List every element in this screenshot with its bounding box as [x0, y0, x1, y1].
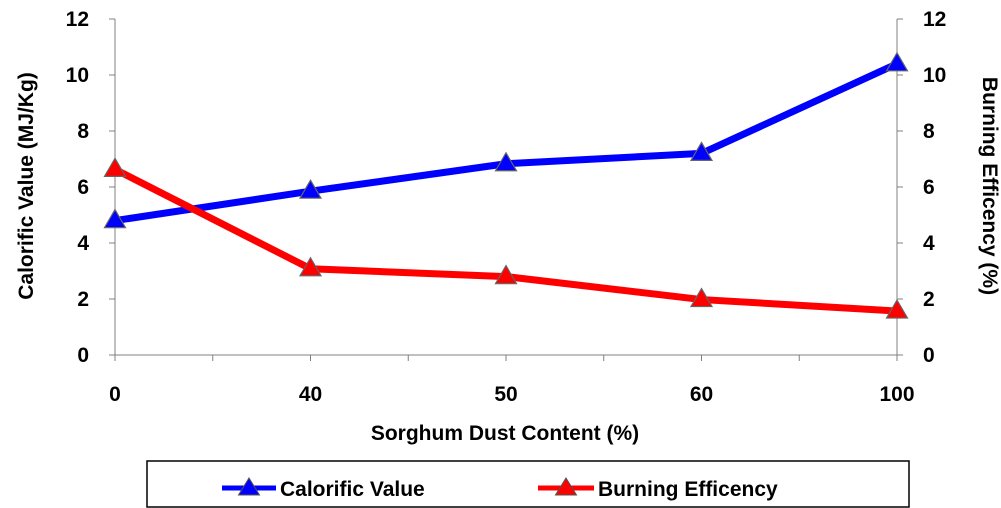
x-axis-title: Sorghum Dust Content (%): [371, 422, 639, 445]
legend-marker-burning-efficency: [554, 477, 578, 496]
x-tick-label: 0: [109, 383, 121, 406]
legend-marker-calorific-value: [237, 477, 261, 496]
series-layer: [103, 51, 909, 319]
series-line-burning-efficency: [111, 165, 901, 315]
series-line-calorific-value: [111, 60, 901, 225]
left-tick-label: 0: [77, 344, 89, 367]
right-tick-label: 10: [923, 64, 946, 87]
x-tick-label: 100: [879, 383, 914, 406]
x-tick-labels: 0 40 50 60 100: [109, 383, 914, 406]
legend-item-calorific-value: Calorific Value: [222, 477, 425, 501]
data-point-calorific-value: [885, 51, 909, 72]
right-tick-label: 8: [923, 120, 935, 143]
right-tick-label: 6: [923, 176, 935, 199]
left-tick-labels: 0 2 4 6 8 10 12: [66, 8, 90, 367]
data-point-calorific-value: [689, 141, 714, 161]
data-point-burning-efficency: [103, 157, 127, 177]
right-tick-label: 12: [923, 8, 946, 31]
data-point-burning-efficency: [885, 298, 909, 319]
data-point-calorific-value: [494, 151, 518, 172]
data-point-burning-efficency: [494, 264, 518, 285]
x-tick-label: 60: [690, 383, 713, 406]
right-tick-label: 4: [923, 232, 935, 255]
left-tick-label: 2: [77, 288, 89, 311]
x-tick-label: 50: [494, 383, 517, 406]
left-tick-label: 8: [77, 120, 89, 143]
legend-box: [146, 460, 910, 508]
legend-label-burning-efficency: Burning Efficency: [598, 478, 778, 501]
left-tick-label: 6: [77, 176, 89, 199]
legend: Calorific Value Burning Efficency: [146, 460, 910, 508]
left-tick-label: 4: [77, 232, 89, 255]
left-tick-label: 10: [66, 64, 89, 87]
legend-item-burning-efficency: Burning Efficency: [538, 477, 778, 501]
left-axis-title: Calorific Value (MJ/Kg): [15, 72, 38, 300]
data-point-calorific-value: [103, 208, 127, 229]
legend-label-calorific-value: Calorific Value: [280, 478, 425, 501]
right-axis-title: Burning Efficency (%): [978, 77, 1001, 295]
left-tick-label: 12: [66, 8, 89, 31]
data-point-calorific-value: [298, 179, 323, 199]
right-tick-label: 2: [923, 288, 935, 311]
x-tick-label: 40: [299, 383, 322, 406]
data-point-burning-efficency: [689, 287, 714, 308]
axes: [109, 18, 903, 361]
right-tick-labels: 0 2 4 6 8 10 12: [923, 8, 946, 367]
data-point-burning-efficency: [298, 256, 323, 277]
right-tick-label: 0: [923, 344, 935, 367]
